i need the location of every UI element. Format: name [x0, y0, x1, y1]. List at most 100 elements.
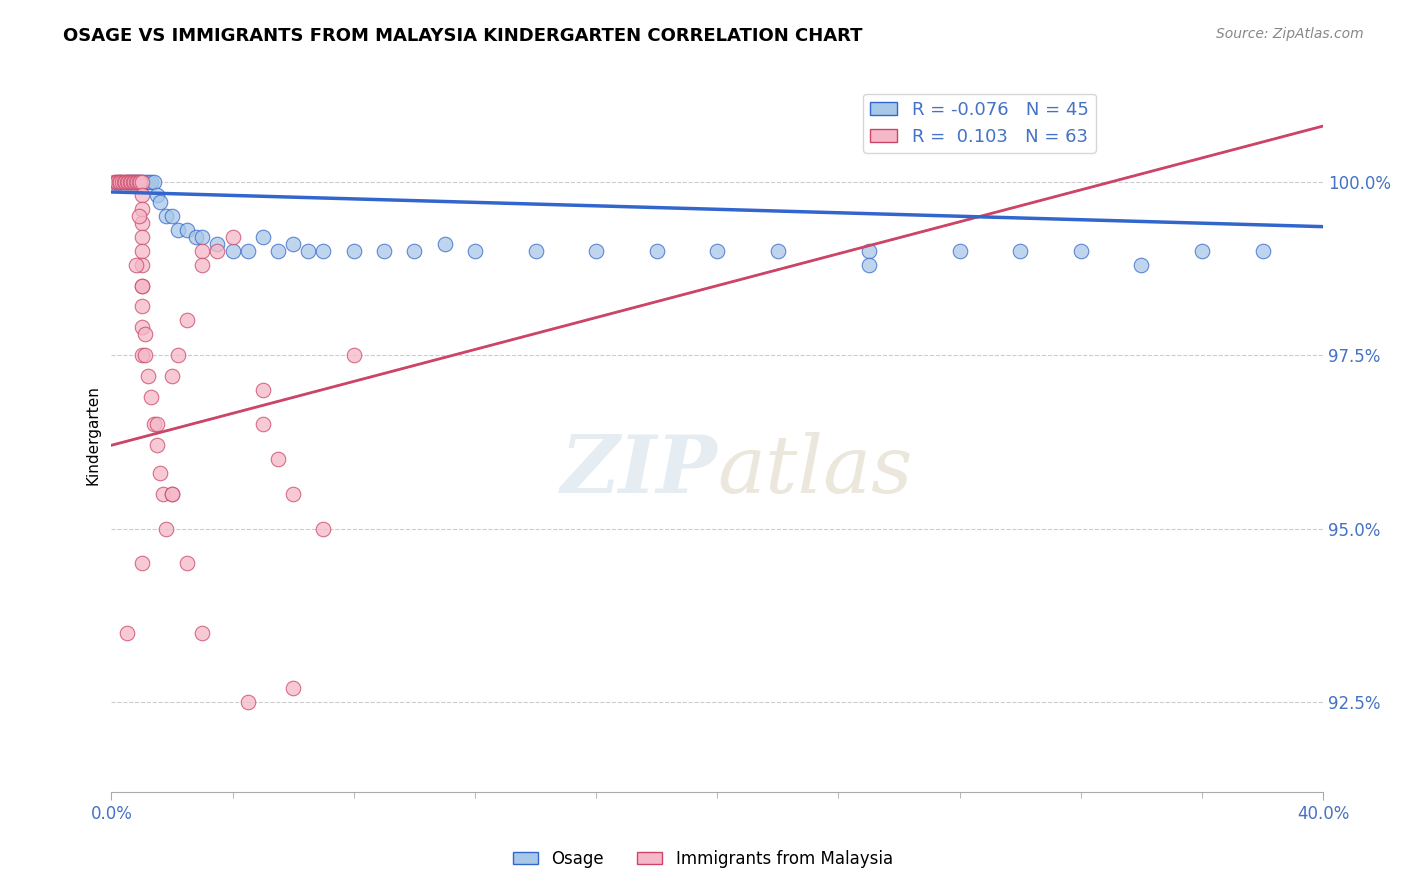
Point — [160, 209, 183, 223]
Point — [131, 188, 153, 202]
Point — [118, 175, 141, 189]
Point — [127, 175, 149, 189]
Point — [176, 313, 198, 327]
Point — [1130, 258, 1153, 272]
Point — [283, 237, 305, 252]
Point — [343, 348, 366, 362]
Point — [297, 244, 319, 258]
Point — [373, 244, 395, 258]
Point — [167, 223, 190, 237]
Point — [110, 175, 132, 189]
Point — [134, 175, 156, 189]
Point — [112, 175, 135, 189]
Point — [131, 348, 153, 362]
Point — [131, 258, 153, 272]
Point — [131, 278, 153, 293]
Point — [160, 487, 183, 501]
Point — [191, 625, 214, 640]
Point — [267, 244, 290, 258]
Point — [524, 244, 547, 258]
Point — [124, 258, 146, 272]
Point — [949, 244, 972, 258]
Point — [120, 175, 142, 189]
Point — [167, 348, 190, 362]
Point — [142, 175, 165, 189]
Point — [645, 244, 668, 258]
Point — [149, 195, 172, 210]
Point — [142, 417, 165, 432]
Point — [115, 175, 138, 189]
Point — [131, 320, 153, 334]
Point — [236, 244, 259, 258]
Point — [121, 175, 143, 189]
Point — [155, 522, 177, 536]
Point — [1010, 244, 1032, 258]
Point — [131, 278, 153, 293]
Text: Source: ZipAtlas.com: Source: ZipAtlas.com — [1216, 27, 1364, 41]
Point — [124, 175, 146, 189]
Point — [155, 209, 177, 223]
Point — [139, 390, 162, 404]
Point — [1191, 244, 1213, 258]
Point — [128, 175, 150, 189]
Point — [111, 175, 134, 189]
Point — [131, 202, 153, 217]
Point — [858, 244, 880, 258]
Point — [207, 237, 229, 252]
Text: OSAGE VS IMMIGRANTS FROM MALAYSIA KINDERGARTEN CORRELATION CHART: OSAGE VS IMMIGRANTS FROM MALAYSIA KINDER… — [63, 27, 863, 45]
Legend: Osage, Immigrants from Malaysia: Osage, Immigrants from Malaysia — [506, 844, 900, 875]
Point — [146, 188, 169, 202]
Point — [191, 258, 214, 272]
Point — [117, 175, 139, 189]
Point — [146, 417, 169, 432]
Point — [121, 175, 143, 189]
Point — [131, 244, 153, 258]
Point — [131, 175, 153, 189]
Point — [115, 625, 138, 640]
Point — [283, 487, 305, 501]
Point — [104, 175, 127, 189]
Point — [343, 244, 366, 258]
Point — [312, 244, 335, 258]
Point — [176, 556, 198, 570]
Point — [134, 327, 156, 342]
Point — [131, 556, 153, 570]
Point — [766, 244, 789, 258]
Point — [146, 438, 169, 452]
Point — [160, 487, 183, 501]
Point — [176, 223, 198, 237]
Point — [207, 244, 229, 258]
Y-axis label: Kindergarten: Kindergarten — [86, 385, 100, 484]
Point — [236, 695, 259, 709]
Point — [136, 368, 159, 383]
Point — [404, 244, 426, 258]
Legend: R = -0.076   N = 45, R =  0.103   N = 63: R = -0.076 N = 45, R = 0.103 N = 63 — [863, 94, 1097, 153]
Point — [136, 175, 159, 189]
Point — [110, 175, 132, 189]
Point — [114, 175, 136, 189]
Point — [191, 244, 214, 258]
Point — [108, 175, 131, 189]
Point — [1070, 244, 1092, 258]
Point — [128, 209, 150, 223]
Point — [131, 300, 153, 314]
Point — [152, 487, 174, 501]
Point — [186, 230, 208, 244]
Point — [129, 175, 152, 189]
Text: atlas: atlas — [717, 432, 912, 509]
Point — [267, 452, 290, 467]
Point — [1251, 244, 1274, 258]
Point — [124, 175, 146, 189]
Point — [122, 175, 145, 189]
Point — [131, 216, 153, 230]
Point — [191, 230, 214, 244]
Point — [160, 368, 183, 383]
Point — [115, 175, 138, 189]
Point — [131, 230, 153, 244]
Point — [221, 244, 243, 258]
Point — [252, 383, 274, 397]
Point — [283, 681, 305, 696]
Point — [118, 175, 141, 189]
Point — [433, 237, 456, 252]
Point — [858, 258, 880, 272]
